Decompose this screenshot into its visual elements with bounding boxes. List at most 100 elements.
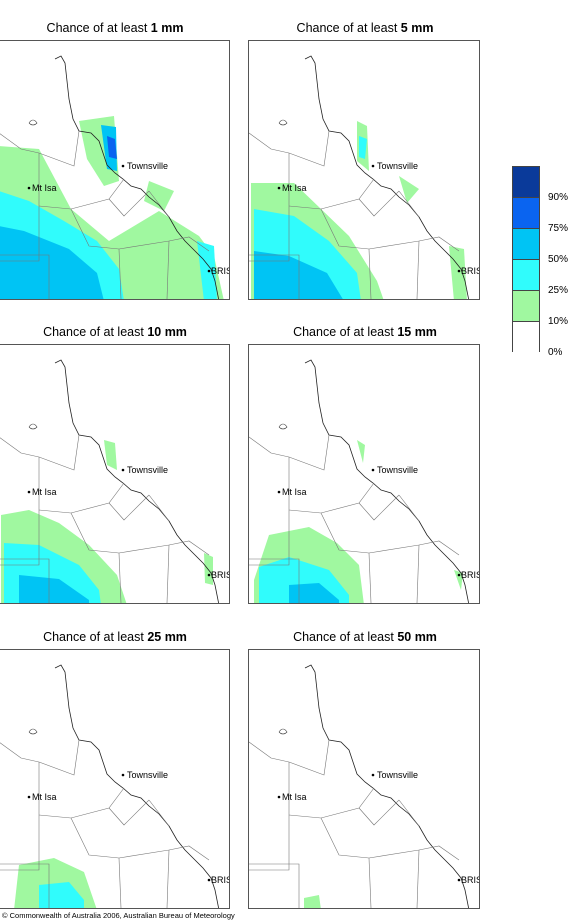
district-boundary	[70, 512, 210, 556]
district-boundary	[0, 742, 40, 763]
panel-title-25mm: Chance of at least 25 mm	[43, 630, 187, 644]
panel-title-1mm: Chance of at least 1 mm	[46, 21, 184, 35]
gulf-island	[28, 119, 38, 126]
brisbane-marker	[207, 269, 211, 273]
district-boundary	[148, 799, 170, 827]
coastline	[304, 359, 470, 603]
probability-shading	[251, 121, 467, 299]
district-boundary	[38, 130, 80, 167]
probability-shading	[1, 440, 213, 603]
probability-area	[59, 261, 89, 299]
district-boundary	[108, 190, 150, 217]
district-boundary	[358, 494, 400, 521]
coastline	[54, 359, 220, 603]
mt-isa-marker	[27, 795, 31, 799]
map-panel-1mm: Townsville Mt Isa BRIS	[0, 40, 230, 300]
panel-title-15mm: Chance of at least 15 mm	[293, 325, 437, 339]
district-boundary	[38, 482, 125, 514]
district-boundary	[0, 863, 50, 908]
district-boundary	[38, 787, 125, 819]
district-boundary	[398, 799, 420, 827]
mt-isa-marker	[277, 795, 281, 799]
legend-label-10: 10%	[548, 316, 569, 327]
probability-area	[197, 241, 217, 299]
copyright-notice: © Commonwealth of Australia 2006, Austra…	[2, 911, 235, 920]
legend-label-0: 0%	[548, 347, 563, 358]
townsville-marker	[371, 468, 375, 472]
district-boundary	[320, 817, 460, 861]
townsville-label: Townsville	[127, 161, 168, 171]
map-panel-10mm: Townsville Mt Isa BRIS	[0, 344, 230, 604]
brisbane-marker	[457, 878, 461, 882]
district-boundary	[70, 208, 210, 252]
district-boundary	[368, 552, 372, 603]
district-boundary	[398, 190, 420, 218]
coastline	[304, 55, 470, 299]
district-boundary	[249, 254, 300, 299]
townsville-label: Townsville	[377, 465, 418, 475]
district-boundary	[0, 558, 50, 603]
district-boundary	[166, 240, 170, 299]
probability-area	[304, 895, 321, 908]
district-boundary	[288, 787, 375, 819]
district-boundary	[108, 494, 150, 521]
panel-title-10mm: Chance of at least 10 mm	[43, 325, 187, 339]
probability-area	[289, 583, 339, 603]
district-boundary	[288, 482, 375, 514]
district-boundary	[0, 153, 40, 262]
district-boundary	[70, 817, 210, 861]
map-panel-5mm: Townsville Mt Isa BRIS	[248, 40, 480, 300]
townsville-marker	[371, 773, 375, 777]
brisbane-label: BRIS	[211, 875, 230, 885]
district-boundary	[368, 857, 372, 908]
gulf-island	[278, 423, 288, 430]
mt-isa-label: Mt Isa	[32, 487, 57, 497]
district-boundary	[320, 208, 460, 252]
district-boundary	[0, 762, 40, 871]
probability-area	[359, 136, 367, 159]
gulf-island	[28, 423, 38, 430]
map-panel-15mm: Townsville Mt Isa BRIS	[248, 344, 480, 604]
townsville-marker	[371, 164, 375, 168]
gulf-island	[28, 728, 38, 735]
legend-swatch-0	[512, 321, 540, 352]
district-boundary	[38, 178, 125, 210]
mt-isa-label: Mt Isa	[32, 792, 57, 802]
townsville-label: Townsville	[127, 465, 168, 475]
probability-area	[454, 570, 463, 590]
probability-area	[204, 553, 213, 585]
brisbane-label: BRIS	[211, 570, 230, 580]
map-panel-50mm: Townsville Mt Isa BRIS	[248, 649, 480, 909]
probability-shading	[14, 858, 97, 908]
probability-area	[19, 575, 89, 603]
legend-swatch-50	[512, 228, 540, 259]
mt-isa-label: Mt Isa	[282, 183, 307, 193]
legend-label-25: 25%	[548, 285, 569, 296]
district-boundary	[416, 544, 420, 603]
brisbane-marker	[457, 573, 461, 577]
district-boundary	[249, 558, 300, 603]
brisbane-marker	[207, 573, 211, 577]
district-boundary	[0, 133, 40, 154]
legend-label-75: 75%	[548, 223, 569, 234]
probability-shading	[0, 116, 224, 299]
district-boundary	[288, 178, 375, 210]
brisbane-marker	[457, 269, 461, 273]
coastline	[54, 664, 220, 908]
probability-area	[104, 440, 117, 470]
probability-shading	[254, 440, 463, 603]
brisbane-label: BRIS	[461, 875, 480, 885]
district-boundary	[288, 130, 330, 167]
district-boundary	[38, 739, 80, 776]
district-boundary	[398, 494, 420, 522]
map-panel-25mm: Townsville Mt Isa BRIS	[0, 649, 230, 909]
coastline	[54, 55, 220, 299]
mt-isa-label: Mt Isa	[282, 792, 307, 802]
district-boundary	[0, 254, 50, 299]
townsville-marker	[121, 468, 125, 472]
mt-isa-marker	[27, 186, 31, 190]
district-boundary	[118, 552, 122, 603]
legend-label-90: 90%	[548, 192, 569, 203]
district-boundary	[249, 153, 290, 262]
district-boundary	[249, 741, 290, 763]
